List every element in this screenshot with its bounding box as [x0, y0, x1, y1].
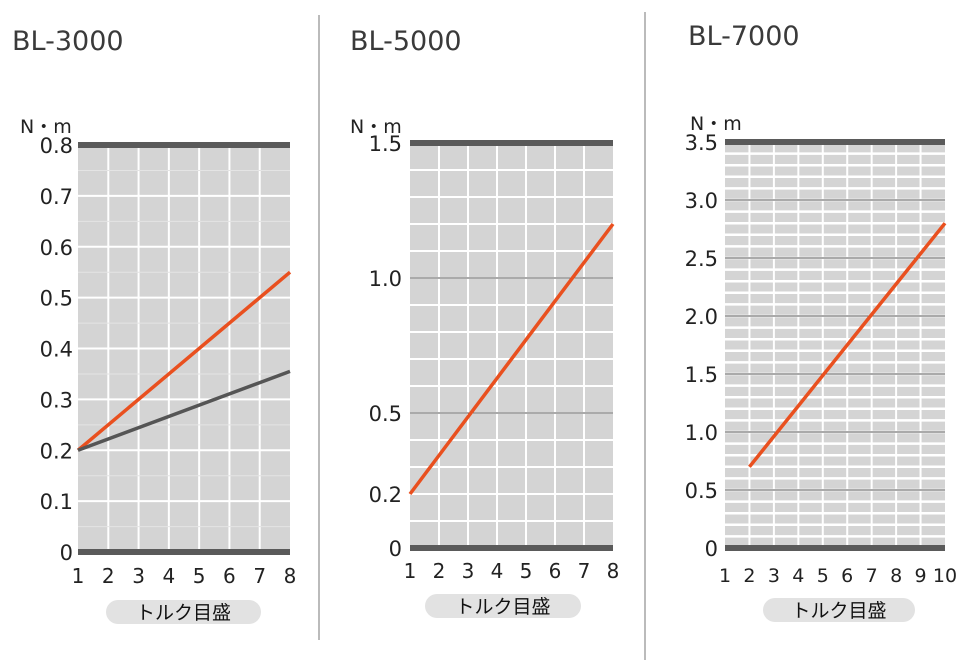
y-tick-label: 0 — [705, 537, 718, 561]
y-unit-label: N・m — [20, 116, 72, 138]
x-tick-label: 5 — [520, 559, 533, 583]
x-axis-label: トルク目盛 — [455, 596, 550, 618]
y-unit-label: N・m — [350, 116, 402, 138]
chart-title: BL-3000 — [12, 26, 124, 57]
plot-top-bar — [410, 140, 613, 146]
series-line-1 — [748, 222, 947, 468]
x-axis-label: トルク目盛 — [791, 600, 886, 622]
y-tick-label: 3.5 — [685, 131, 718, 155]
plot-top-bar — [78, 142, 290, 148]
x-tick-label: 1 — [404, 559, 417, 583]
x-tick-label: 6 — [223, 564, 236, 588]
plot-bottom-bar — [410, 545, 613, 551]
plot-top-bar — [725, 139, 945, 145]
series-line-1 — [76, 270, 292, 452]
plot-bottom-bar — [725, 545, 945, 551]
y-tick-label: 0.6 — [40, 236, 73, 260]
y-tick-label: 3.0 — [685, 189, 718, 213]
x-tick-label: 1 — [719, 565, 731, 587]
y-tick-label: 0.8 — [40, 134, 73, 158]
x-tick-label: 3 — [132, 564, 145, 588]
y-unit-label: N・m — [690, 113, 742, 135]
y-tick-label: 0.5 — [40, 287, 73, 311]
x-tick-label: 5 — [817, 565, 829, 587]
x-tick-label: 3 — [768, 565, 780, 587]
chart-3: BL-7000 N・m 0 0.5 1.0 1.5 2.0 2.5 3.0 3.5 1 2 3 4 5 6 7 8… — [685, 21, 957, 622]
x-tick-label: 7 — [253, 564, 266, 588]
y-tick-label: 1.0 — [685, 421, 718, 445]
y-tick-label: 1.0 — [369, 267, 402, 291]
x-tick-label: 4 — [792, 565, 804, 587]
series-line-2 — [77, 369, 291, 452]
plot-bottom-bar — [78, 549, 290, 555]
x-tick-label: 5 — [193, 564, 206, 588]
y-tick-label: 0.4 — [40, 338, 73, 362]
chart-title: BL-5000 — [350, 26, 462, 57]
x-axis-label: トルク目盛 — [136, 602, 231, 624]
x-tick-label: 3 — [462, 559, 475, 583]
y-tick-label: 0.5 — [369, 402, 402, 426]
x-tick-label: 2 — [743, 565, 755, 587]
x-tick-label: 7 — [866, 565, 878, 587]
chart-2: BL-5000 N・m 0 0.2 0.5 1.0 1.5 1 2 3 4 5 6 7 8 トルク目盛 — [350, 26, 619, 618]
x-tick-label: 10 — [933, 565, 957, 587]
y-tick-label: 0 — [60, 541, 73, 565]
y-tick-label: 0.1 — [40, 490, 73, 514]
x-tick-label: 1 — [72, 564, 85, 588]
x-tick-label: 9 — [915, 565, 927, 587]
chart-title: BL-7000 — [688, 21, 800, 52]
x-tick-label: 2 — [102, 564, 115, 588]
y-tick-label: 0.7 — [40, 185, 73, 209]
x-axis-label-pill — [425, 594, 581, 618]
y-tick-label: 0.2 — [40, 439, 73, 463]
plot-area — [725, 142, 945, 548]
y-tick-label: 1.5 — [685, 363, 718, 387]
plot-area — [410, 143, 613, 548]
y-tick-label: 0.5 — [685, 479, 718, 503]
x-tick-label: 4 — [162, 564, 175, 588]
x-tick-label: 2 — [433, 559, 446, 583]
y-tick-label: 1.5 — [369, 132, 402, 156]
y-tick-label: 2.0 — [685, 305, 718, 329]
x-tick-label: 7 — [578, 559, 591, 583]
chart-1: BL-3000 N・m 0 0.1 0.2 0.3 0.4 0.5 0.6 0.7 0.8 1 2 3 4 5… — [12, 26, 296, 624]
y-tick-label: 2.5 — [685, 247, 718, 271]
x-tick-label: 8 — [890, 565, 902, 587]
x-tick-label: 6 — [841, 565, 853, 587]
x-tick-label: 8 — [284, 564, 297, 588]
y-tick-label: 0.3 — [40, 388, 73, 412]
x-axis-label-pill — [106, 600, 261, 624]
series-line-1 — [408, 222, 615, 496]
x-tick-label: 4 — [491, 559, 504, 583]
y-tick-label: 0.2 — [369, 483, 402, 507]
y-tick-label: 0 — [389, 537, 402, 561]
x-tick-label: 6 — [549, 559, 562, 583]
x-axis-label-pill — [763, 598, 915, 622]
x-tick-label: 8 — [607, 559, 620, 583]
